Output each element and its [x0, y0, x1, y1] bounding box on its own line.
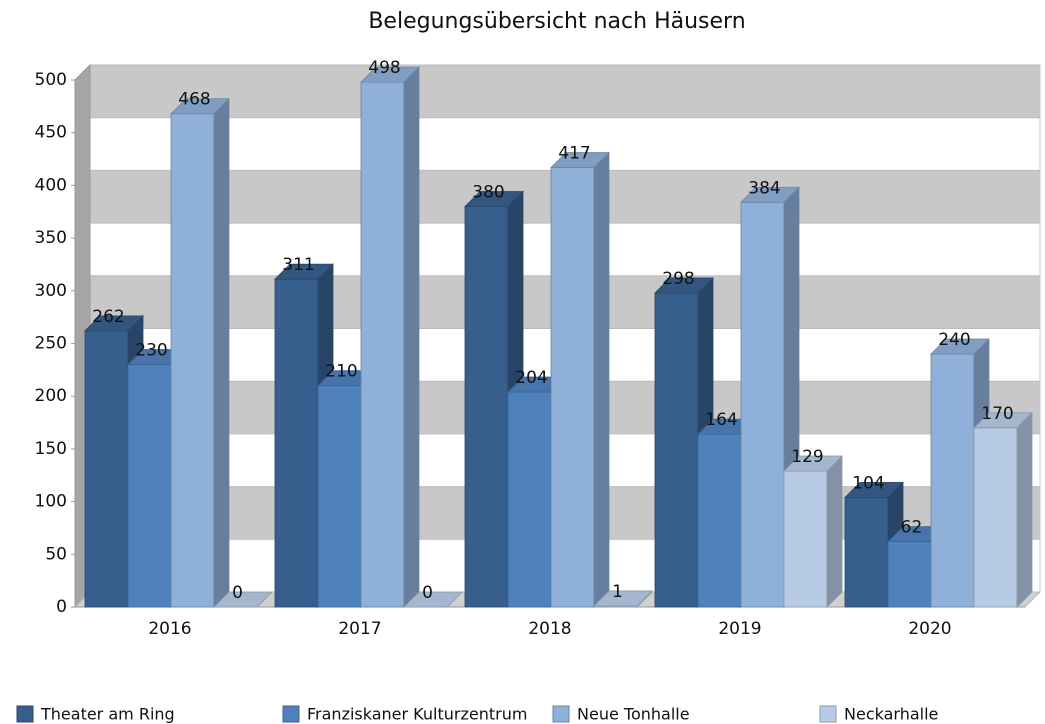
- bar: [593, 589, 653, 608]
- bar-side: [213, 97, 230, 608]
- value-label: 62: [901, 518, 923, 538]
- legend-label: Franziskaner Kulturzentrum: [307, 705, 527, 724]
- legend-swatch: [819, 705, 837, 723]
- bar-front: [783, 470, 828, 608]
- bar-top: [740, 186, 800, 203]
- legend-swatch: [16, 705, 34, 723]
- value-label: 498: [368, 58, 400, 78]
- bar-top: [550, 152, 610, 168]
- bar-top: [84, 315, 144, 332]
- bar-front: [507, 391, 552, 608]
- bar-front: [740, 201, 785, 608]
- value-label: 0: [422, 583, 433, 603]
- bar: [213, 591, 273, 608]
- chart-title: Belegungsübersicht nach Häusern: [368, 9, 745, 34]
- bar-side: [1016, 411, 1033, 608]
- bar-front: [127, 364, 172, 608]
- bar-top: [973, 412, 1033, 429]
- y-tick-label: 300: [35, 281, 67, 301]
- value-label: 104: [852, 473, 884, 493]
- legend-swatch: [282, 705, 300, 723]
- bar-front: [84, 330, 129, 608]
- y-tick-label: 250: [35, 334, 67, 354]
- bar-top: [783, 455, 843, 472]
- bar-side: [403, 66, 420, 608]
- bar-side: [826, 455, 843, 608]
- bar-front: [317, 385, 362, 608]
- bar-front: [274, 278, 319, 608]
- value-label: 164: [705, 410, 737, 430]
- bar-front: [930, 353, 975, 608]
- bar: [360, 66, 420, 608]
- value-label: 230: [135, 341, 167, 361]
- bar-top: [274, 263, 334, 280]
- bar-front: [973, 427, 1018, 608]
- bar-top: [930, 338, 990, 355]
- value-label: 170: [981, 404, 1013, 424]
- value-label: 1: [612, 582, 623, 602]
- bar-front: [360, 81, 405, 608]
- bar: [740, 186, 800, 608]
- bar-front: [550, 167, 595, 608]
- y-tick-label: 150: [35, 439, 67, 459]
- bar-front: [887, 541, 932, 608]
- value-label: 240: [938, 330, 970, 350]
- y-tick-label: 50: [45, 544, 67, 564]
- value-label: 380: [472, 182, 504, 202]
- value-label: 298: [662, 269, 694, 289]
- value-label: 204: [515, 368, 547, 388]
- y-tick-label: 100: [35, 492, 67, 512]
- legend-label: Neue Tonhalle: [577, 705, 690, 724]
- legend-label: Theater am Ring: [40, 705, 175, 724]
- bar-front: [844, 496, 889, 608]
- grid-band: [90, 65, 1040, 118]
- y-tick-label: 200: [35, 386, 67, 406]
- value-label: 0: [232, 583, 243, 603]
- bar: [170, 97, 230, 608]
- legend-swatch: [552, 705, 570, 723]
- value-label: 129: [791, 447, 823, 467]
- bar-top: [403, 591, 463, 608]
- x-tick-label: 2017: [338, 619, 381, 639]
- bar: [550, 151, 610, 608]
- y-tick-label: 0: [56, 597, 67, 617]
- bar-top: [213, 591, 273, 608]
- y-tick-label: 400: [35, 175, 67, 195]
- value-label: 210: [325, 362, 357, 382]
- bar-top: [464, 191, 524, 207]
- x-tick-label: 2018: [528, 619, 571, 639]
- bar-front: [170, 113, 215, 608]
- value-label: 262: [92, 307, 124, 327]
- x-tick-label: 2019: [718, 619, 761, 639]
- value-label: 384: [748, 178, 780, 198]
- bar: [973, 411, 1033, 608]
- y-tick-label: 450: [35, 123, 67, 143]
- x-tick-label: 2020: [908, 619, 951, 639]
- bar-top: [360, 66, 420, 83]
- bar-top: [844, 481, 904, 498]
- bar-front: [697, 433, 742, 608]
- legend-label: Neckarhalle: [844, 705, 938, 724]
- bar-top: [654, 277, 714, 294]
- bar: [403, 591, 463, 608]
- bar-top: [170, 98, 230, 115]
- x-tick-label: 2016: [148, 619, 191, 639]
- value-label: 311: [282, 255, 314, 275]
- bar-side: [593, 151, 610, 608]
- bar-top: [593, 590, 653, 607]
- value-label: 417: [558, 143, 590, 163]
- y-tick-label: 500: [35, 70, 67, 90]
- bar: [783, 455, 843, 608]
- bar-front: [464, 206, 509, 608]
- value-label: 468: [178, 90, 210, 110]
- y-tick-label: 350: [35, 228, 67, 248]
- bar-front: [654, 292, 699, 608]
